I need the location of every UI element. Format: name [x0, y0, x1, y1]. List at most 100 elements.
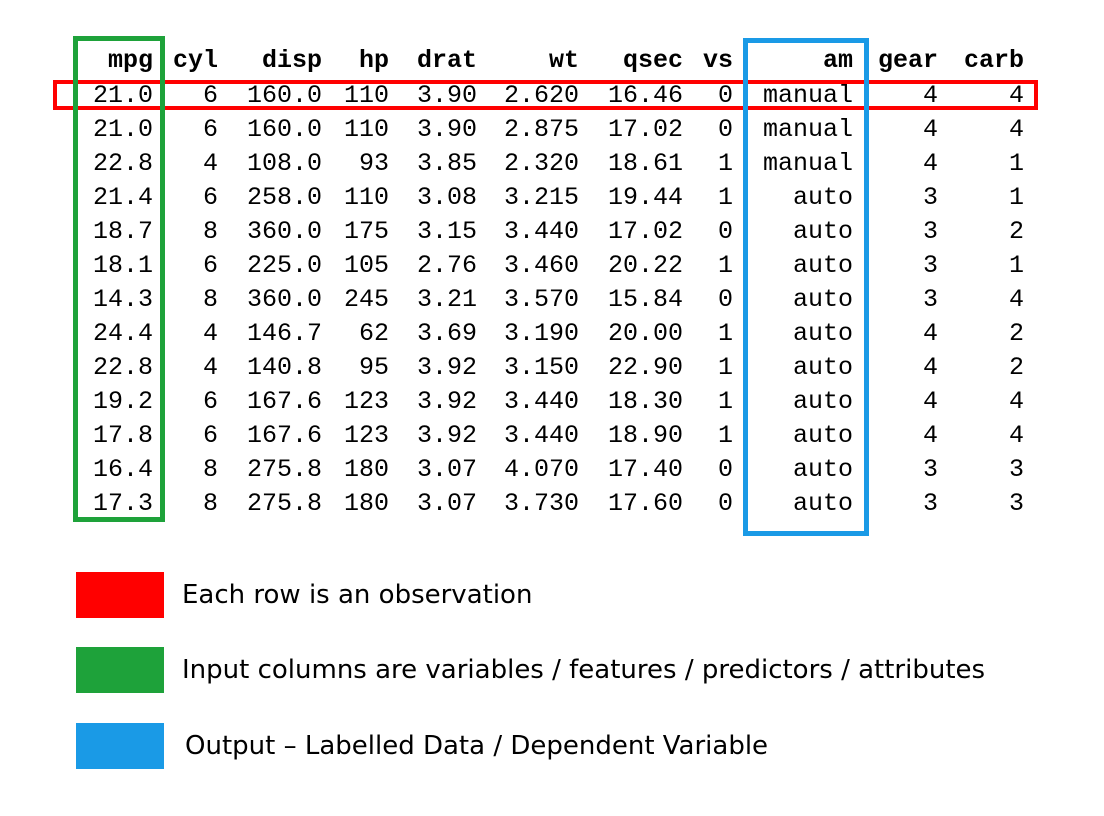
observation-row-highlight	[53, 80, 1038, 110]
column-header-cyl: cyl	[172, 46, 218, 75]
table-cell-qsec: 17.60	[607, 489, 683, 518]
table-cell-drat: 3.85	[416, 149, 477, 178]
table-cell-vs: 0	[717, 81, 733, 110]
table-cell-hp: 110	[343, 183, 389, 212]
table-cell-gear: 3	[922, 285, 938, 314]
table-cell-cyl: 4	[202, 149, 218, 178]
table-cell-am: auto	[792, 353, 853, 382]
legend-swatch	[76, 572, 164, 618]
table-cell-mpg: 19.2	[92, 387, 153, 416]
table-cell-disp: 275.8	[246, 455, 322, 484]
table-cell-gear: 4	[922, 149, 938, 178]
table-cell-wt: 3.190	[503, 319, 579, 348]
table-cell-drat: 3.90	[416, 81, 477, 110]
table-cell-am: auto	[792, 183, 853, 212]
table-cell-qsec: 15.84	[607, 285, 683, 314]
table-cell-drat: 3.08	[416, 183, 477, 212]
table-cell-carb: 4	[1008, 115, 1024, 144]
table-cell-am: manual	[762, 115, 853, 144]
table-cell-disp: 146.7	[246, 319, 322, 348]
table-cell-cyl: 4	[202, 353, 218, 382]
table-cell-qsec: 19.44	[607, 183, 683, 212]
table-cell-carb: 2	[1008, 353, 1024, 382]
table-cell-drat: 3.21	[416, 285, 477, 314]
legend-swatch	[76, 723, 164, 769]
table-cell-mpg: 18.7	[92, 217, 153, 246]
table-cell-mpg: 21.0	[92, 81, 153, 110]
table-cell-am: auto	[792, 387, 853, 416]
table-cell-carb: 2	[1008, 319, 1024, 348]
table-cell-qsec: 18.90	[607, 421, 683, 450]
table-cell-wt: 3.570	[503, 285, 579, 314]
column-header-vs: vs	[702, 46, 733, 75]
table-cell-carb: 1	[1008, 149, 1024, 178]
table-cell-am: auto	[792, 421, 853, 450]
table-cell-wt: 4.070	[503, 455, 579, 484]
table-cell-hp: 123	[343, 421, 389, 450]
table-cell-disp: 167.6	[246, 421, 322, 450]
column-header-drat: drat	[416, 46, 477, 75]
table-cell-hp: 110	[343, 81, 389, 110]
table-cell-gear: 3	[922, 251, 938, 280]
table-cell-mpg: 18.1	[92, 251, 153, 280]
table-cell-hp: 245	[343, 285, 389, 314]
table-cell-mpg: 22.8	[92, 353, 153, 382]
table-cell-gear: 4	[922, 81, 938, 110]
table-cell-hp: 180	[343, 455, 389, 484]
table-cell-cyl: 4	[202, 319, 218, 348]
table-cell-vs: 1	[717, 183, 733, 212]
table-cell-drat: 3.90	[416, 115, 477, 144]
table-cell-disp: 360.0	[246, 285, 322, 314]
table-cell-disp: 225.0	[246, 251, 322, 280]
table-cell-hp: 93	[358, 149, 389, 178]
table-cell-qsec: 22.90	[607, 353, 683, 382]
table-cell-vs: 0	[717, 217, 733, 246]
table-cell-hp: 62	[358, 319, 389, 348]
table-cell-carb: 4	[1008, 387, 1024, 416]
table-cell-carb: 4	[1008, 285, 1024, 314]
table-cell-qsec: 16.46	[607, 81, 683, 110]
table-cell-cyl: 8	[202, 489, 218, 518]
column-header-carb: carb	[963, 46, 1024, 75]
table-cell-qsec: 17.02	[607, 115, 683, 144]
table-cell-cyl: 6	[202, 387, 218, 416]
table-cell-wt: 3.440	[503, 217, 579, 246]
legend-label: Input columns are variables / features /…	[182, 655, 986, 685]
column-header-gear: gear	[877, 46, 938, 75]
column-header-mpg: mpg	[107, 46, 153, 75]
table-cell-gear: 4	[922, 421, 938, 450]
table-cell-disp: 140.8	[246, 353, 322, 382]
table-cell-mpg: 17.8	[92, 421, 153, 450]
table-cell-gear: 4	[922, 353, 938, 382]
column-header-disp: disp	[261, 46, 322, 75]
table-cell-wt: 3.730	[503, 489, 579, 518]
table-cell-qsec: 18.61	[607, 149, 683, 178]
table-cell-mpg: 21.4	[92, 183, 153, 212]
column-header-am: am	[822, 46, 853, 75]
table-cell-drat: 3.92	[416, 387, 477, 416]
table-cell-carb: 1	[1008, 183, 1024, 212]
table-cell-mpg: 24.4	[92, 319, 153, 348]
table-cell-am: manual	[762, 149, 853, 178]
table-cell-hp: 105	[343, 251, 389, 280]
output-column-highlight	[743, 38, 869, 536]
table-cell-drat: 3.15	[416, 217, 477, 246]
table-cell-qsec: 18.30	[607, 387, 683, 416]
legend-label: Output – Labelled Data / Dependent Varia…	[185, 731, 769, 761]
table-cell-drat: 3.07	[416, 455, 477, 484]
column-header-hp: hp	[358, 46, 389, 75]
table-cell-cyl: 6	[202, 81, 218, 110]
table-cell-drat: 3.92	[416, 353, 477, 382]
table-cell-vs: 1	[717, 251, 733, 280]
table-cell-mpg: 16.4	[92, 455, 153, 484]
table-cell-disp: 258.0	[246, 183, 322, 212]
legend-label: Each row is an observation	[182, 580, 533, 610]
table-cell-wt: 2.320	[503, 149, 579, 178]
table-cell-qsec: 20.22	[607, 251, 683, 280]
table-cell-disp: 167.6	[246, 387, 322, 416]
table-cell-vs: 0	[717, 115, 733, 144]
table-cell-mpg: 17.3	[92, 489, 153, 518]
table-cell-vs: 0	[717, 285, 733, 314]
table-cell-vs: 1	[717, 319, 733, 348]
